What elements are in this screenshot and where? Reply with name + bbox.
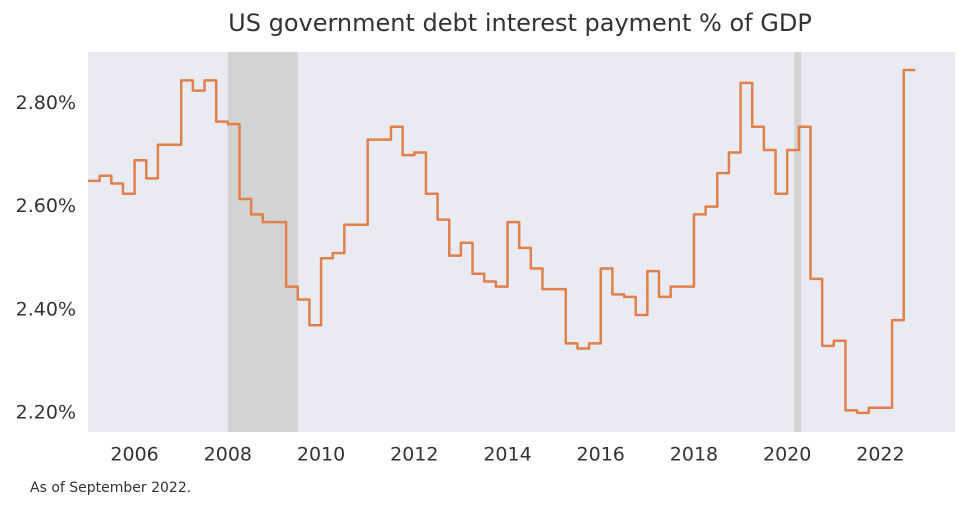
x-tick-label: 2006 <box>110 444 158 466</box>
x-tick-label: 2010 <box>297 444 345 466</box>
x-tick-label: 2014 <box>483 444 531 466</box>
data-line <box>88 68 916 415</box>
x-tick-label: 2018 <box>670 444 718 466</box>
y-tick-label: 2.60% <box>16 195 76 217</box>
x-tick-label: 2020 <box>763 444 811 466</box>
plot-background <box>88 52 955 432</box>
x-tick-label: 2008 <box>204 444 252 466</box>
y-tick-label: 2.40% <box>16 298 76 320</box>
footnote: As of September 2022. <box>30 480 191 496</box>
y-tick-label: 2.20% <box>16 401 76 423</box>
x-tick-label: 2022 <box>856 444 904 466</box>
chart-title: US government debt interest payment % of… <box>228 9 812 37</box>
x-tick-label: 2012 <box>390 444 438 466</box>
recession-shade <box>794 52 802 432</box>
y-tick-label: 2.80% <box>16 92 76 114</box>
x-tick-label: 2016 <box>577 444 625 466</box>
